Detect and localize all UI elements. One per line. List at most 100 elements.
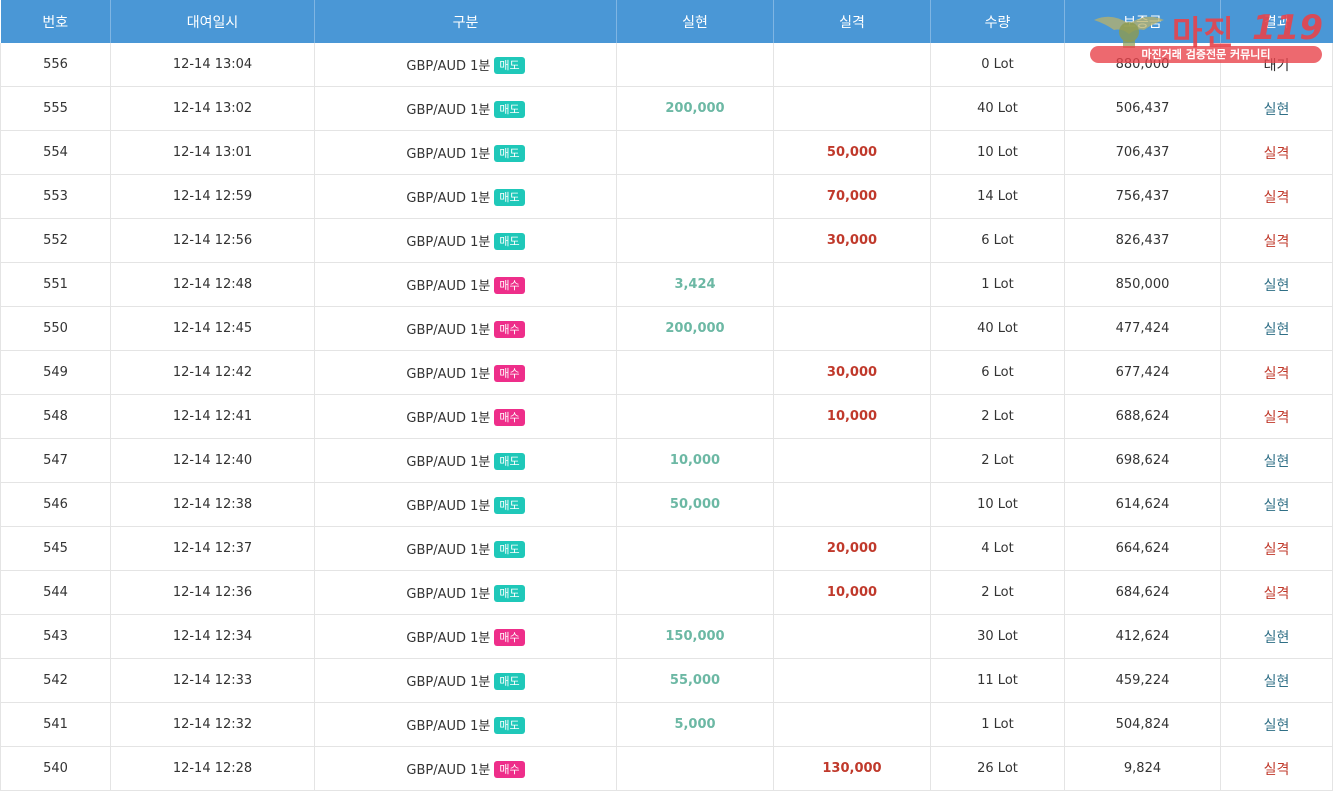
table-header-row: 번호 대여일시 구분 실현 실격 수량 보증금 결과 — [0, 0, 1333, 43]
cell-no: 551 — [0, 262, 111, 307]
side-badge: 매수 — [494, 277, 525, 294]
table-row[interactable]: 540 12-14 12:28 GBP/AUD 1분 매수 130,000 26 Lot 9… — [0, 746, 1333, 791]
cell-profit — [616, 394, 774, 439]
side-badge: 매수 — [494, 629, 525, 646]
cell-quantity: 26 Lot — [930, 746, 1065, 791]
table-row[interactable]: 554 12-14 13:01 GBP/AUD 1분 매도 50,000 10 Lot 70… — [0, 130, 1333, 175]
table-row[interactable]: 542 12-14 12:33 GBP/AUD 1분 매도 55,000 11 Lot 45… — [0, 658, 1333, 703]
cell-result: 실현 — [1220, 86, 1333, 131]
cell-deposit: 756,437 — [1064, 174, 1221, 219]
cell-profit — [616, 746, 774, 791]
cell-quantity: 1 Lot — [930, 262, 1065, 307]
table-row[interactable]: 549 12-14 12:42 GBP/AUD 1분 매수 30,000 6 Lot 677… — [0, 350, 1333, 395]
header-datetime[interactable]: 대여일시 — [110, 0, 315, 43]
header-category[interactable]: 구분 — [314, 0, 617, 43]
cell-loss: 50,000 — [773, 130, 931, 175]
table-body: 556 12-14 13:04 GBP/AUD 1분 매도 0 Lot 880,000 대기… — [0, 43, 1333, 791]
table-row[interactable]: 550 12-14 12:45 GBP/AUD 1분 매수 200,000 40 Lot 4… — [0, 306, 1333, 351]
cell-loss: 20,000 — [773, 526, 931, 571]
cell-profit: 200,000 — [616, 86, 774, 131]
cell-no: 554 — [0, 130, 111, 175]
pair-label: GBP/AUD 1분 — [406, 631, 491, 646]
table-row[interactable]: 553 12-14 12:59 GBP/AUD 1분 매도 70,000 14 Lot 75… — [0, 174, 1333, 219]
pair-label: GBP/AUD 1분 — [406, 675, 491, 690]
cell-loss: 70,000 — [773, 174, 931, 219]
side-badge: 매도 — [494, 189, 525, 206]
table-row[interactable]: 548 12-14 12:41 GBP/AUD 1분 매수 10,000 2 Lot 688… — [0, 394, 1333, 439]
cell-datetime: 12-14 13:04 — [110, 43, 315, 87]
cell-deposit: 684,624 — [1064, 570, 1221, 615]
header-deposit[interactable]: 보증금 — [1064, 0, 1221, 43]
side-badge: 매수 — [494, 409, 525, 426]
table-row[interactable]: 541 12-14 12:32 GBP/AUD 1분 매도 5,000 1 Lot 504,… — [0, 702, 1333, 747]
cell-result: 실현 — [1220, 306, 1333, 351]
cell-quantity: 40 Lot — [930, 306, 1065, 351]
table-row[interactable]: 545 12-14 12:37 GBP/AUD 1분 매도 20,000 4 Lot 664… — [0, 526, 1333, 571]
cell-profit — [616, 130, 774, 175]
table-row[interactable]: 556 12-14 13:04 GBP/AUD 1분 매도 0 Lot 880,000 대기 — [0, 43, 1333, 87]
cell-profit: 3,424 — [616, 262, 774, 307]
pair-label: GBP/AUD 1분 — [406, 411, 491, 426]
cell-deposit: 826,437 — [1064, 218, 1221, 263]
cell-loss — [773, 702, 931, 747]
cell-no: 548 — [0, 394, 111, 439]
pair-label: GBP/AUD 1분 — [406, 103, 491, 118]
side-badge: 매도 — [494, 585, 525, 602]
cell-profit: 10,000 — [616, 438, 774, 483]
header-no[interactable]: 번호 — [0, 0, 111, 43]
side-badge: 매수 — [494, 365, 525, 382]
cell-datetime: 12-14 12:56 — [110, 218, 315, 263]
side-badge: 매도 — [494, 541, 525, 558]
side-badge: 매도 — [494, 673, 525, 690]
cell-deposit: 880,000 — [1064, 43, 1221, 87]
cell-datetime: 12-14 13:02 — [110, 86, 315, 131]
cell-no: 542 — [0, 658, 111, 703]
table-row[interactable]: 546 12-14 12:38 GBP/AUD 1분 매도 50,000 10 Lot 61… — [0, 482, 1333, 527]
cell-deposit: 412,624 — [1064, 614, 1221, 659]
cell-category: GBP/AUD 1분 매수 — [314, 306, 617, 351]
cell-loss: 130,000 — [773, 746, 931, 791]
cell-deposit: 614,624 — [1064, 482, 1221, 527]
cell-loss — [773, 614, 931, 659]
pair-label: GBP/AUD 1분 — [406, 147, 491, 162]
table-row[interactable]: 544 12-14 12:36 GBP/AUD 1분 매도 10,000 2 Lot 684… — [0, 570, 1333, 615]
cell-profit — [616, 218, 774, 263]
cell-quantity: 30 Lot — [930, 614, 1065, 659]
table-row[interactable]: 555 12-14 13:02 GBP/AUD 1분 매도 200,000 40 Lot 5… — [0, 86, 1333, 131]
cell-no: 540 — [0, 746, 111, 791]
table-row[interactable]: 551 12-14 12:48 GBP/AUD 1분 매수 3,424 1 Lot 850,… — [0, 262, 1333, 307]
header-profit[interactable]: 실현 — [616, 0, 774, 43]
cell-no: 556 — [0, 43, 111, 87]
side-badge: 매도 — [494, 101, 525, 118]
cell-datetime: 12-14 12:28 — [110, 746, 315, 791]
cell-no: 549 — [0, 350, 111, 395]
cell-profit: 55,000 — [616, 658, 774, 703]
cell-category: GBP/AUD 1분 매수 — [314, 350, 617, 395]
cell-no: 541 — [0, 702, 111, 747]
cell-loss — [773, 43, 931, 87]
header-quantity[interactable]: 수량 — [930, 0, 1065, 43]
cell-datetime: 12-14 12:38 — [110, 482, 315, 527]
cell-no: 555 — [0, 86, 111, 131]
cell-quantity: 40 Lot — [930, 86, 1065, 131]
table-row[interactable]: 543 12-14 12:34 GBP/AUD 1분 매수 150,000 30 Lot 4… — [0, 614, 1333, 659]
cell-profit — [616, 174, 774, 219]
cell-result: 실격 — [1220, 350, 1333, 395]
cell-loss: 30,000 — [773, 218, 931, 263]
cell-profit: 150,000 — [616, 614, 774, 659]
cell-category: GBP/AUD 1분 매도 — [314, 702, 617, 747]
cell-deposit: 9,824 — [1064, 746, 1221, 791]
cell-result: 실현 — [1220, 438, 1333, 483]
cell-category: GBP/AUD 1분 매수 — [314, 614, 617, 659]
cell-quantity: 14 Lot — [930, 174, 1065, 219]
header-result[interactable]: 결과 — [1220, 0, 1333, 43]
table-row[interactable]: 552 12-14 12:56 GBP/AUD 1분 매도 30,000 6 Lot 826… — [0, 218, 1333, 263]
cell-category: GBP/AUD 1분 매도 — [314, 218, 617, 263]
side-badge: 매도 — [494, 145, 525, 162]
cell-quantity: 6 Lot — [930, 350, 1065, 395]
table-row[interactable]: 547 12-14 12:40 GBP/AUD 1분 매도 10,000 2 Lot 698… — [0, 438, 1333, 483]
header-loss[interactable]: 실격 — [773, 0, 931, 43]
side-badge: 매수 — [494, 761, 525, 778]
cell-loss: 30,000 — [773, 350, 931, 395]
cell-result: 실현 — [1220, 482, 1333, 527]
